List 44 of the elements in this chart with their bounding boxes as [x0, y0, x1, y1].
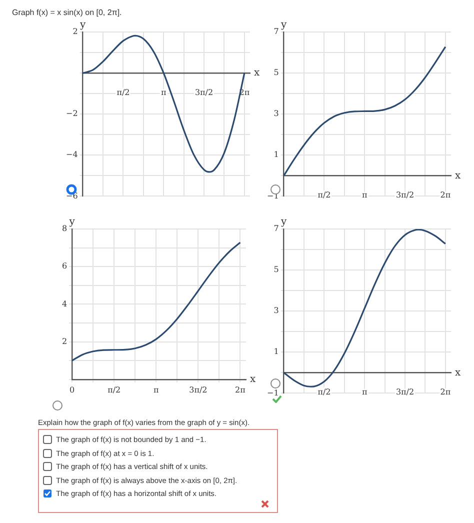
y-tick-label: −1: [266, 388, 279, 398]
y-tick-label: 3: [274, 306, 279, 316]
x-tick-label: π: [154, 385, 159, 394]
x-axis-title: x: [455, 170, 461, 182]
y-tick-label: 4: [62, 299, 68, 308]
y-tick-label: 2: [62, 336, 68, 346]
x-tick-label: 3π/2: [396, 190, 414, 200]
x-tick-label: 3π/2: [189, 385, 208, 394]
y-tick-label: 5: [274, 68, 279, 78]
line-series: [72, 242, 241, 362]
x-tick-label: 3π/2: [194, 88, 214, 97]
y-tick-label: 2: [72, 27, 78, 36]
x-axis-title: x: [250, 374, 256, 385]
line-series: [284, 229, 446, 388]
x-tick-label: π: [160, 88, 166, 97]
x-axis-title: x: [455, 367, 461, 378]
y-tick-label: 7: [274, 224, 279, 234]
x-tick-label: π/2: [116, 88, 130, 97]
x-tick-label: 2π: [440, 388, 451, 397]
x-tick-label: 0: [70, 385, 75, 394]
x-tick-label: π: [362, 388, 368, 397]
x-tick-label: π/2: [318, 190, 331, 200]
y-axis-title: y: [68, 216, 76, 228]
chart-title: Graph f(x) = x sin(x) on [0, 2π].: [12, 8, 122, 17]
y-tick-label: 8: [62, 224, 68, 234]
x-tick-label: π: [362, 190, 368, 200]
x-tick-label: 2π: [440, 190, 451, 200]
y-tick-label: 3: [274, 109, 279, 118]
x-tick-label: π/2: [318, 388, 331, 397]
y-tick-label: 7: [274, 27, 279, 36]
y-axis-title: y: [280, 216, 287, 228]
x-tick-label: 3π/2: [396, 388, 414, 397]
y-tick-label: 1: [274, 150, 279, 160]
x-tick-label: 2π: [235, 385, 246, 394]
line-series: [284, 46, 446, 176]
y-tick-label: −4: [66, 150, 78, 160]
y-axis-title: y: [78, 20, 86, 31]
x-tick-label: π/2: [108, 385, 121, 394]
y-tick-label: 5: [274, 265, 279, 274]
y-tick-label: 6: [62, 262, 68, 271]
y-tick-label: 1: [274, 347, 279, 356]
y-axis-title: y: [280, 20, 287, 31]
y-tick-label: −2: [66, 109, 78, 118]
x-axis-title: x: [254, 68, 260, 79]
